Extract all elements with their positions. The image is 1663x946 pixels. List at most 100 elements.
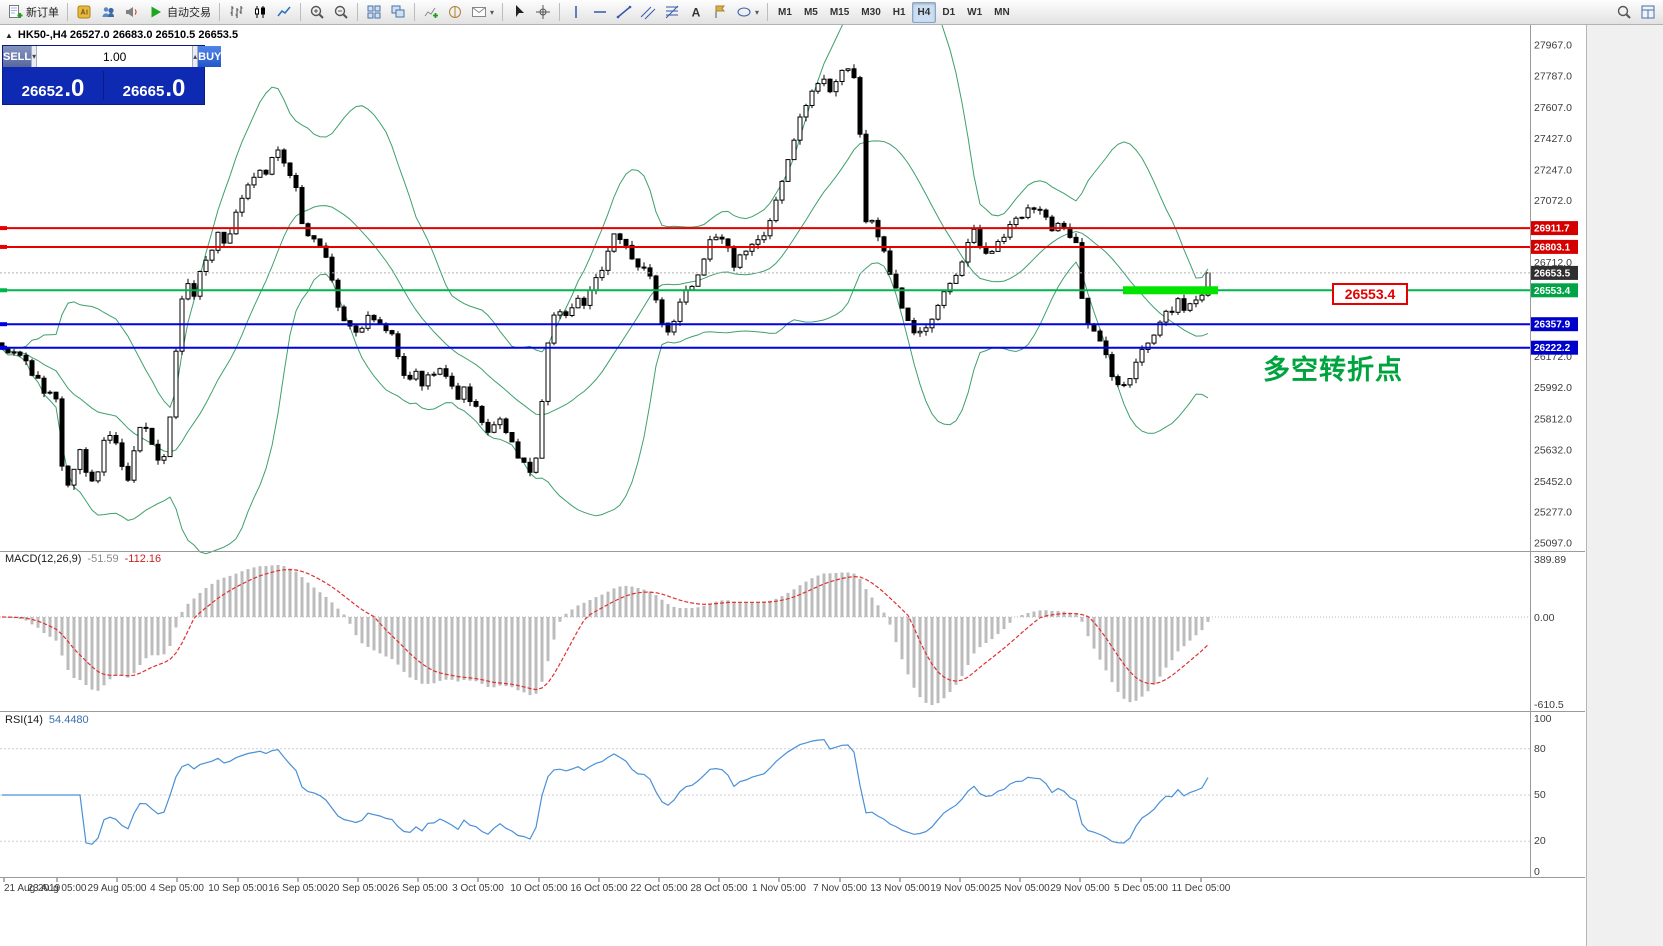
indicator-scale-label: 20 <box>1534 835 1546 847</box>
separator <box>219 3 220 21</box>
buy-button[interactable]: BUY <box>198 46 222 67</box>
sell-button[interactable]: SELL <box>3 46 32 67</box>
indicators-icon <box>424 7 438 18</box>
sell-price-main: 26652 <box>21 83 64 100</box>
crosshair-button[interactable] <box>531 2 555 23</box>
time-axis-label: 20 Sep 05:00 <box>328 883 388 894</box>
price-axis-label: 25812.0 <box>1534 413 1572 425</box>
time-axis-label: 29 Nov 05:00 <box>1050 883 1110 894</box>
ellipse-shape-icon <box>737 7 751 17</box>
cascade-windows-button[interactable] <box>386 2 410 23</box>
window-layout-button[interactable] <box>1636 2 1660 23</box>
svg-text:26357.9: 26357.9 <box>1534 320 1571 331</box>
rsi-value: 54.4480 <box>48 714 89 726</box>
metaeditor-button[interactable] <box>72 2 96 23</box>
zoom-in-button[interactable] <box>305 2 329 23</box>
horizontal-line-icon <box>594 11 607 13</box>
auto-trading-button[interactable]: 自动交易 <box>144 2 215 23</box>
tile-windows-button[interactable] <box>362 2 386 23</box>
volume-increase-button[interactable]: ▴ <box>192 46 199 67</box>
cursor-button[interactable] <box>507 2 531 23</box>
zoom-out-button[interactable] <box>329 2 353 23</box>
candlestick-type-button[interactable] <box>248 2 272 23</box>
price-axis-label: 27427.0 <box>1534 133 1572 145</box>
bollinger-bands <box>1 0 1209 555</box>
price-axis-label: 25992.0 <box>1534 382 1572 394</box>
buy-price-frac: .0 <box>165 75 186 103</box>
svg-text:26803.1: 26803.1 <box>1534 242 1571 253</box>
time-axis-label: 22 Oct 05:00 <box>630 883 688 894</box>
trendline-button[interactable] <box>612 2 636 23</box>
time-axis-label: 1 Nov 05:00 <box>752 883 806 894</box>
search-icon <box>1617 5 1631 19</box>
symbol-ohlc-text: HK50-,H4 26527.0 26683.0 26510.5 26653.5 <box>17 29 239 41</box>
fibonacci-button[interactable] <box>660 2 684 23</box>
separator <box>300 3 301 21</box>
one-click-collapse-icon[interactable]: ▲ <box>5 30 13 40</box>
rsi-line <box>2 738 1209 845</box>
bar-chart-type-button[interactable] <box>224 2 248 23</box>
price-tag-26357.9: 26357.9 <box>1531 317 1578 332</box>
spin-down-icon: ▾ <box>32 52 37 61</box>
price-callout-label: 26553.4 <box>1332 283 1408 305</box>
bollinger-upper <box>1 0 1209 409</box>
separator <box>357 3 358 21</box>
macd-signal-line <box>1 568 1209 691</box>
horizontal-line-button[interactable] <box>588 2 612 23</box>
buy-price[interactable]: 26665 .0 <box>104 67 204 104</box>
timeframe-m5-button[interactable]: M5 <box>803 6 818 18</box>
chart-plot-area[interactable] <box>0 25 1585 946</box>
timeframe-mn-button[interactable]: MN <box>994 6 1010 18</box>
timeframe-h4-button[interactable]: H4 <box>911 1 937 23</box>
timeframe-m1-button[interactable]: M1 <box>778 6 792 18</box>
shapes-button[interactable]: ▾ <box>732 2 763 23</box>
time-axis-label: 10 Oct 05:00 <box>510 883 568 894</box>
timeframe-h1-button[interactable]: H1 <box>892 6 906 18</box>
time-axis-label: 16 Sep 05:00 <box>268 883 328 894</box>
mailbox-button[interactable]: ▾ <box>467 2 498 23</box>
timeframe-w1-button[interactable]: W1 <box>967 6 983 18</box>
zoom-in-icon <box>310 5 324 19</box>
time-axis-label: 4 Sep 05:00 <box>150 883 204 894</box>
time-axis-label: 5 Dec 05:00 <box>1114 883 1168 894</box>
vertical-line-icon <box>575 6 577 18</box>
indicators-button[interactable] <box>419 2 443 23</box>
vertical-line-button[interactable] <box>564 2 588 23</box>
horizontal-level-lines[interactable] <box>0 226 1530 350</box>
timeframe-d1-button[interactable]: D1 <box>942 6 956 18</box>
macd-histogram <box>6 565 1210 705</box>
mail-icon <box>472 7 486 17</box>
search-button[interactable] <box>1612 2 1636 23</box>
trendline-icon <box>616 5 632 19</box>
metaeditor-icon <box>77 5 91 19</box>
volume-input[interactable] <box>37 46 193 67</box>
axes[interactable]: 27967.0 27787.0 27607.0 27427.0 27247.0 27072… <box>3 25 1578 894</box>
sell-price[interactable]: 26652 .0 <box>3 67 103 104</box>
cycles-button[interactable] <box>443 2 467 23</box>
community-button[interactable] <box>96 2 120 23</box>
alerts-button[interactable] <box>120 2 144 23</box>
new-order-button[interactable]: 新订单 <box>3 2 63 23</box>
time-axis-label: 3 Oct 05:00 <box>452 883 504 894</box>
macd-main-value: -51.59 <box>87 553 119 565</box>
timeframe-m30-button[interactable]: M30 <box>861 6 881 18</box>
text-label-button[interactable] <box>708 2 732 23</box>
tile-windows-icon <box>367 5 381 19</box>
candles <box>0 64 1211 490</box>
cascade-windows-icon <box>391 5 405 18</box>
one-click-trading-panel: SELL ▾ ▴ BUY 26652 .0 26665 .0 <box>2 45 222 105</box>
timeframe-m15-button[interactable]: M15 <box>829 6 850 18</box>
highlight-bar <box>1123 286 1218 295</box>
text-button[interactable]: A <box>684 2 708 23</box>
channel-button[interactable] <box>636 2 660 23</box>
price-axis-label: 25277.0 <box>1534 506 1572 518</box>
volume-decrease-button[interactable]: ▾ <box>31 46 38 67</box>
price-divider <box>103 71 104 100</box>
line-chart-type-button[interactable] <box>272 2 296 23</box>
bollinger-middle <box>1 140 1209 453</box>
price-axis-label: 27072.0 <box>1534 195 1572 207</box>
time-axis-label: 13 Nov 05:00 <box>870 883 930 894</box>
indicator-scale-label: 0 <box>1534 866 1540 878</box>
price-axis-label: 25452.0 <box>1534 476 1572 488</box>
